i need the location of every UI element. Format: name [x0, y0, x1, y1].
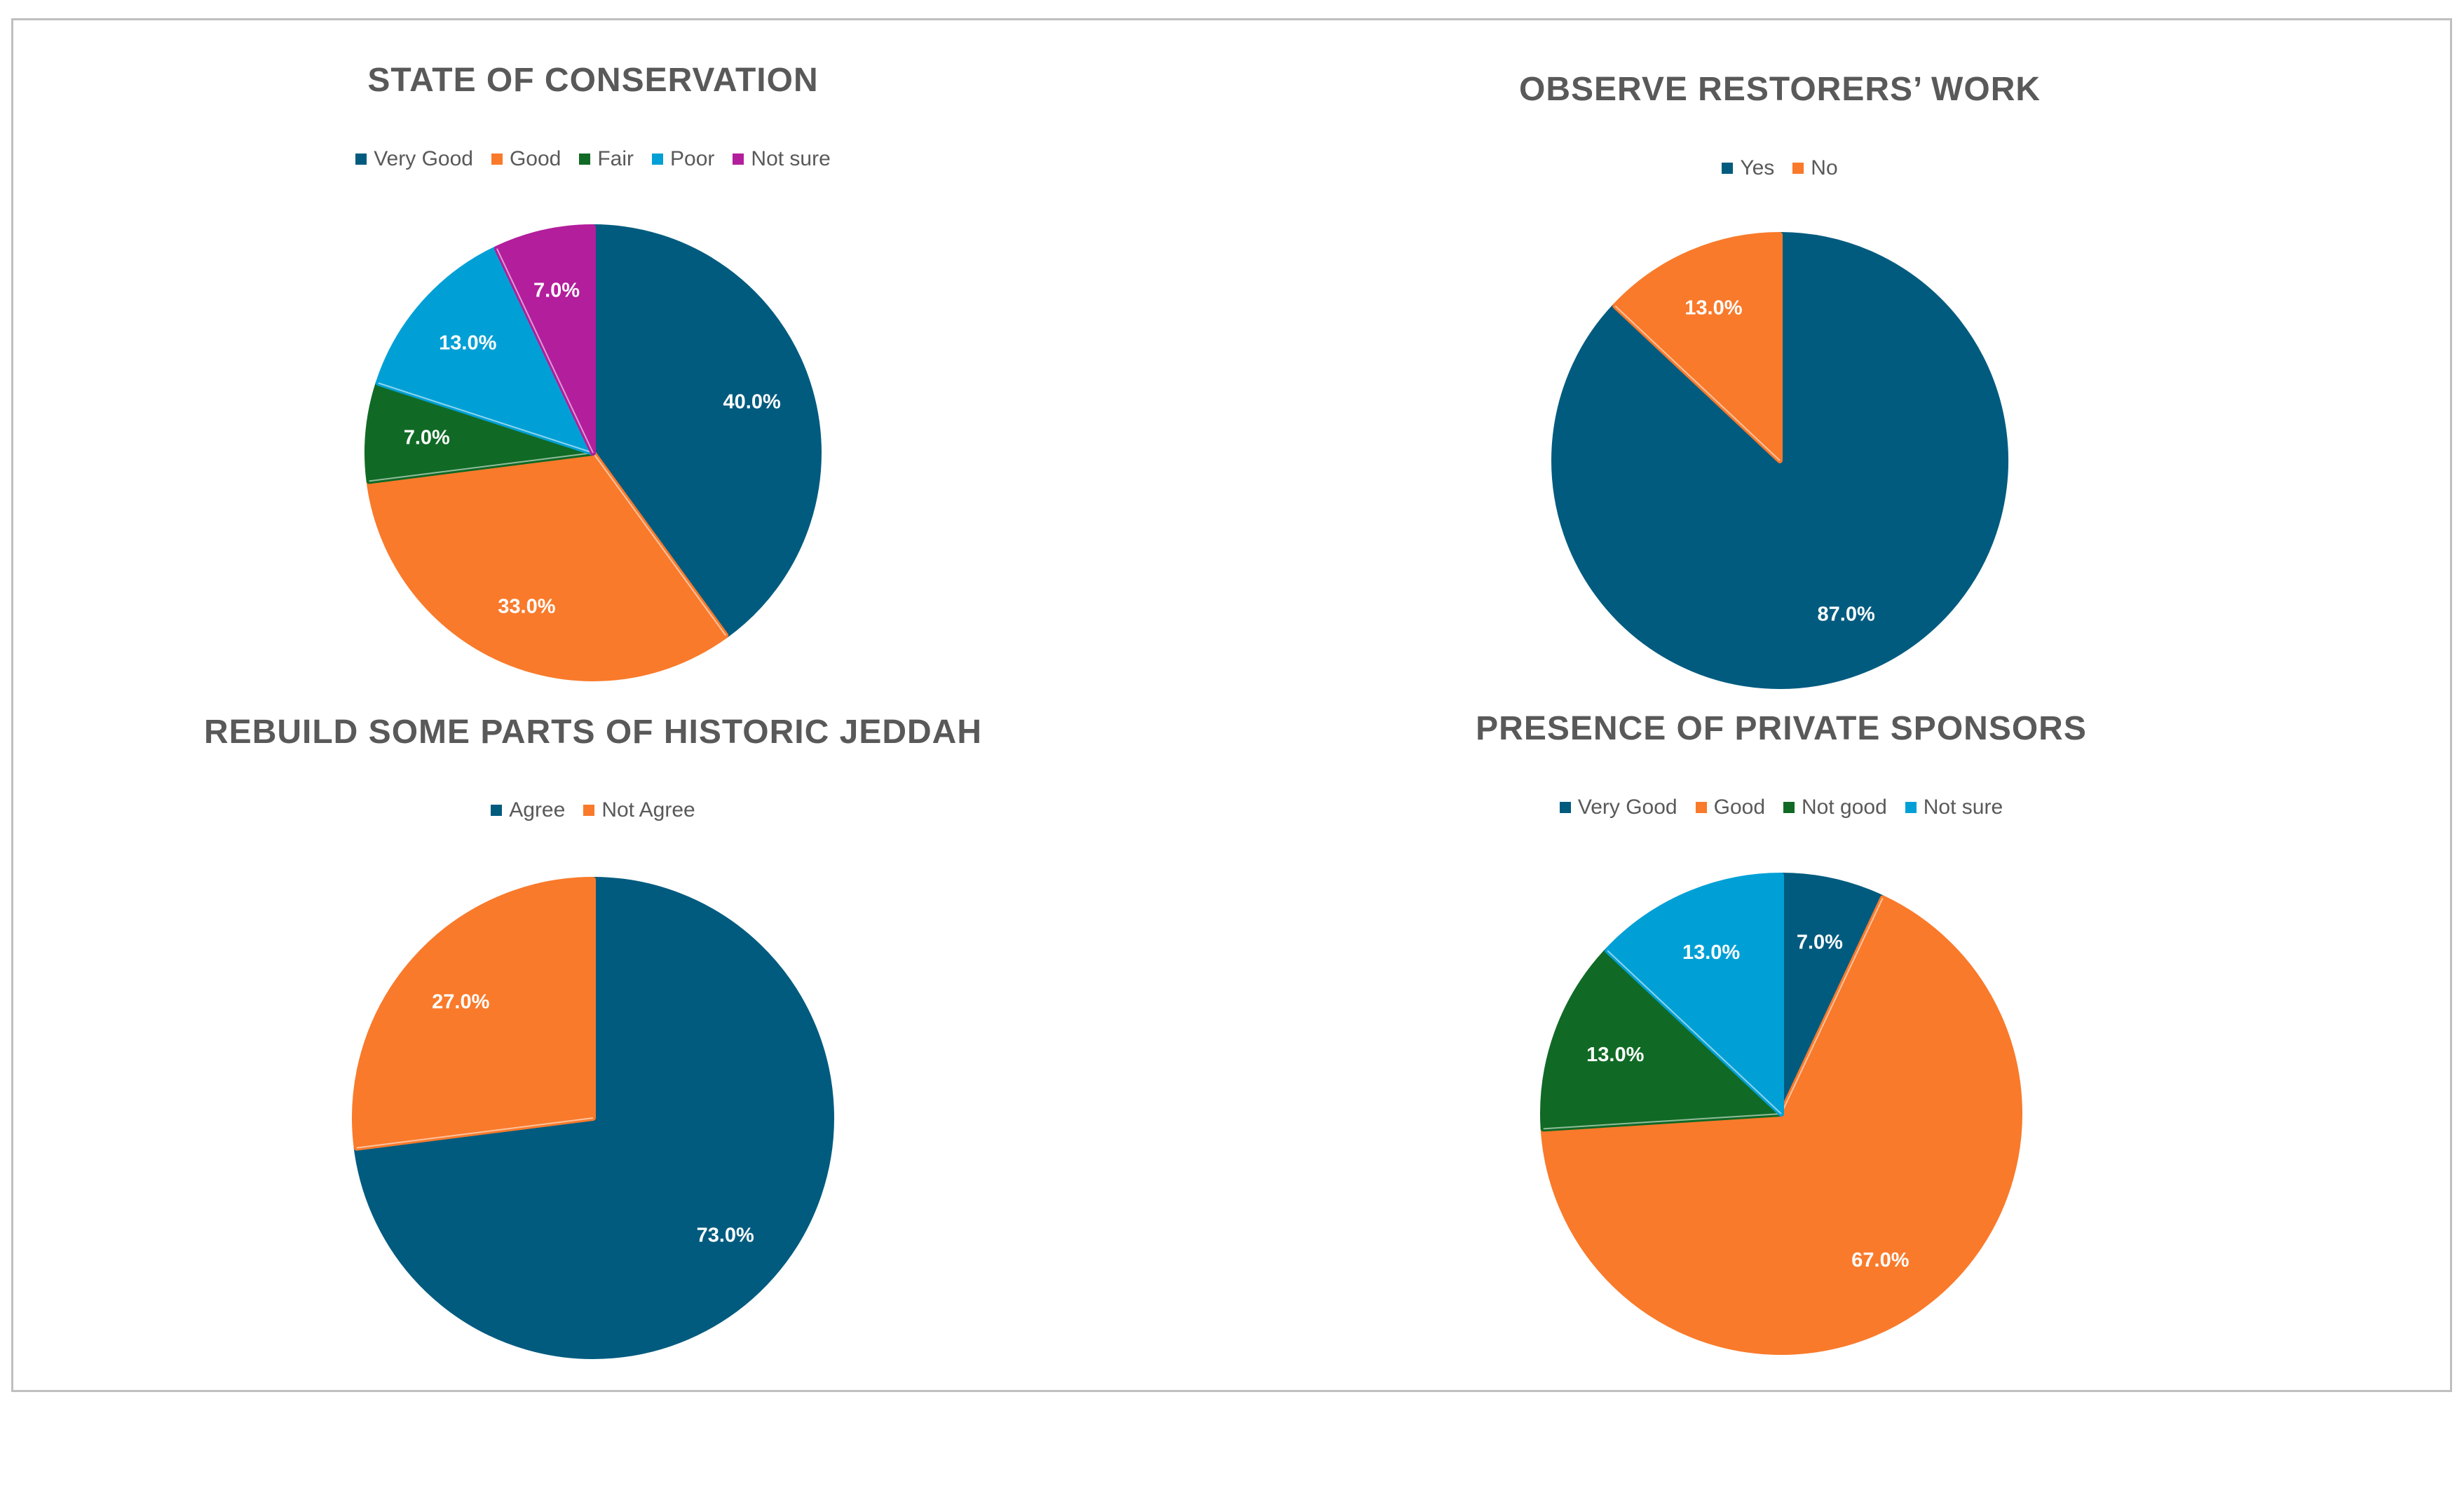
data-label-agree: 73.0% [697, 1224, 754, 1246]
chart-title: REBUILD SOME PARTS OF HISTORIC JEDDAH [204, 714, 982, 751]
legend-swatch [1695, 802, 1707, 813]
legend-item-very-good: Very Good [1559, 796, 1677, 819]
legend-label: Very Good [374, 147, 473, 170]
legend-label: Not good [1802, 796, 1887, 819]
legend-label: Not sure [751, 147, 831, 170]
legend-swatch [1783, 802, 1795, 813]
legend-swatch [1792, 163, 1804, 174]
data-label-no: 13.0% [1684, 296, 1742, 319]
pie-slice-separator [1614, 305, 1781, 461]
legend-item-not-sure: Not sure [733, 147, 831, 171]
pie-slice-separator [496, 248, 594, 454]
chart-legend: Very Good Good Fair Poor Not sure [67, 147, 1119, 171]
pie-slice-good [1540, 895, 2022, 1355]
legend-label: Fair [597, 147, 634, 170]
pie-slice-separator [1607, 950, 1782, 1114]
data-label-very-good: 7.0% [1797, 931, 1843, 953]
legend-label: No [1811, 156, 1838, 179]
chart-presence-of-private-sponsors: PRESENCE OF PRIVATE SPONSORS Very Good Go… [1255, 21, 2306, 1355]
legend-label: Poor [670, 147, 715, 170]
legend-label: Not Agree [601, 798, 695, 821]
legend-label: Agree [509, 798, 566, 821]
chart-title: PRESENCE OF PRIVATE SPONSORS [1476, 710, 2087, 747]
pie-slice-separator [1781, 897, 1884, 1114]
chart-title: OBSERVE RESTORERS’ WORK [1518, 71, 2041, 108]
data-label-yes: 87.0% [1818, 604, 1875, 626]
pie-slice-not-good [1540, 948, 1784, 1132]
legend-swatch [355, 154, 367, 165]
legend-item-good: Good [491, 147, 561, 171]
pie-slice-separator [592, 452, 727, 636]
legend-item-good: Good [1695, 796, 1765, 819]
legend-label: Not sure [1923, 796, 2003, 819]
chart-legend: Agree Not Agree [67, 798, 1119, 822]
pie-slice-very-good [590, 224, 822, 639]
pie-slice-not-sure [494, 224, 596, 456]
pie-slice-not-agree [352, 877, 596, 1151]
chart-state-of-conservation: STATE OF CONSERVATION Very Good Good Fair P… [67, 21, 1119, 681]
legend-label: Good [1713, 796, 1765, 819]
legend-item-poor: Poor [652, 147, 714, 171]
data-label-poor: 13.0% [439, 332, 496, 354]
pie-slice-separator [369, 452, 594, 482]
pie-slice-separator [356, 1117, 594, 1149]
legend-item-yes: Yes [1722, 156, 1774, 180]
legend-swatch [652, 154, 664, 165]
chart-legend: Very Good Good Not good Not sure [1255, 796, 2307, 819]
legend-swatch [583, 805, 595, 816]
legend-item-not-agree: Not Agree [583, 798, 695, 822]
legend-swatch [733, 154, 744, 165]
legend-label: Yes [1740, 156, 1775, 179]
chart-legend: Yes No [1254, 156, 2306, 180]
legend-swatch [1905, 802, 1917, 813]
legend-swatch [1559, 802, 1571, 813]
legend-label: Very Good [1577, 796, 1677, 819]
pie-chart: 7.0% 67.0% 13.0% 13.0% [1540, 873, 2022, 1355]
pie-slice-not-sure [1605, 873, 1784, 1117]
legend-item-agree: Agree [491, 798, 565, 822]
pie-slice-separator [378, 382, 594, 454]
chart-title: STATE OF CONSERVATION [367, 62, 819, 99]
pie-slice-good [366, 450, 729, 681]
pie-slice-fair [365, 380, 596, 484]
data-label-fair: 7.0% [404, 427, 450, 449]
pie-chart: 73.0% 27.0% [352, 877, 834, 1359]
pie-slice-poor [375, 245, 596, 456]
data-label-very-good: 40.0% [723, 390, 781, 413]
pie-slice-no [1612, 232, 1783, 463]
data-label-not-agree: 27.0% [432, 991, 489, 1014]
data-label-not-good: 13.0% [1586, 1044, 1644, 1066]
pie-chart: 87.0% 13.0% [1551, 232, 2008, 689]
legend-item-not-sure: Not sure [1905, 796, 2003, 819]
legend-label: Good [509, 147, 561, 170]
legend-item-no: No [1792, 156, 1838, 180]
legend-swatch [491, 805, 503, 816]
chart-rebuild-historic-jeddah: REBUILD SOME PARTS OF HISTORIC JEDDAH Ag… [67, 21, 1119, 1359]
pie-slice-separator [1543, 1113, 1782, 1130]
chart-observe-restorers-work: OBSERVE RESTORERS’ WORK Yes No 87.0% 13.0% [1254, 21, 2306, 689]
data-label-good: 67.0% [1851, 1249, 1909, 1271]
legend-swatch [1722, 163, 1734, 174]
legend-item-very-good: Very Good [355, 147, 473, 171]
data-label-not-sure: 13.0% [1682, 941, 1740, 964]
legend-swatch [579, 154, 591, 165]
legend-swatch [491, 154, 503, 165]
legend-item-fair: Fair [579, 147, 634, 171]
data-label-good: 33.0% [498, 596, 555, 618]
pie-chart: 40.0% 33.0% 7.0% 13.0% 7.0% [365, 224, 822, 681]
legend-item-not-good: Not good [1783, 796, 1887, 819]
data-label-not-sure: 7.0% [533, 279, 580, 301]
